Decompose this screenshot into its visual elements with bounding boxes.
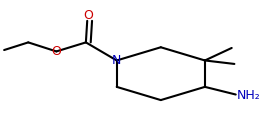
Text: NH₂: NH₂: [237, 89, 260, 102]
Text: N: N: [112, 54, 121, 67]
Text: O: O: [51, 45, 61, 58]
Text: O: O: [84, 9, 94, 22]
